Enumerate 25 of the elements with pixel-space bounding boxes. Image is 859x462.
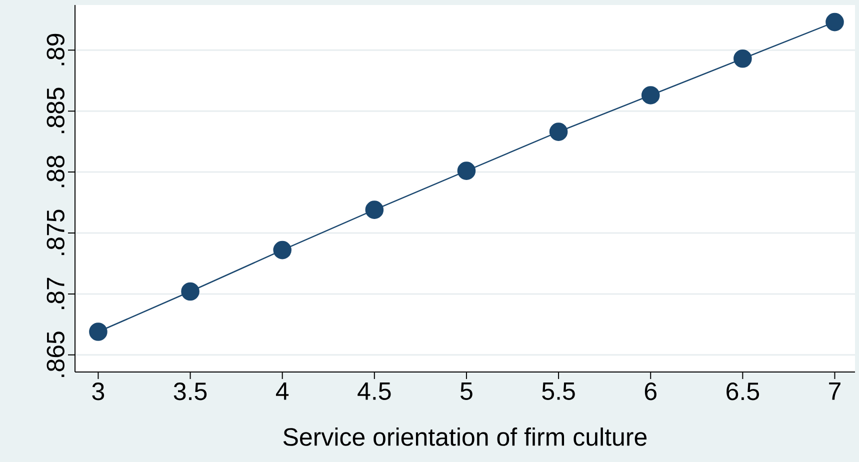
x-tick-label: 7 — [829, 382, 840, 400]
x-tick-label: 3 — [92, 382, 104, 400]
y-tick-label: .87 — [46, 278, 64, 310]
y-tick-label: .89 — [46, 34, 64, 66]
x-tick-label: 3.5 — [174, 382, 207, 400]
point — [549, 122, 568, 141]
x-tick-label: 5.5 — [542, 382, 575, 400]
x-tick-label: 6 — [644, 382, 656, 400]
y-tick-label: .865 — [46, 332, 64, 377]
point — [641, 86, 660, 104]
point — [826, 12, 844, 32]
y-tick-label: .885 — [46, 88, 64, 134]
y-tick-label: .875 — [46, 210, 64, 256]
x-tick-label: 5 — [460, 382, 472, 400]
point — [273, 240, 292, 260]
point — [365, 200, 384, 219]
point — [181, 282, 200, 301]
x-tick-label: 4.5 — [358, 382, 391, 400]
point — [734, 49, 752, 68]
x-tick-label: 6.5 — [726, 382, 760, 400]
y-tick-label: .88 — [46, 156, 64, 188]
x-tick-label: 4 — [276, 382, 289, 400]
x-axis-title: Service orientation of firm culture — [283, 428, 647, 446]
point — [457, 162, 476, 180]
point — [89, 322, 108, 341]
